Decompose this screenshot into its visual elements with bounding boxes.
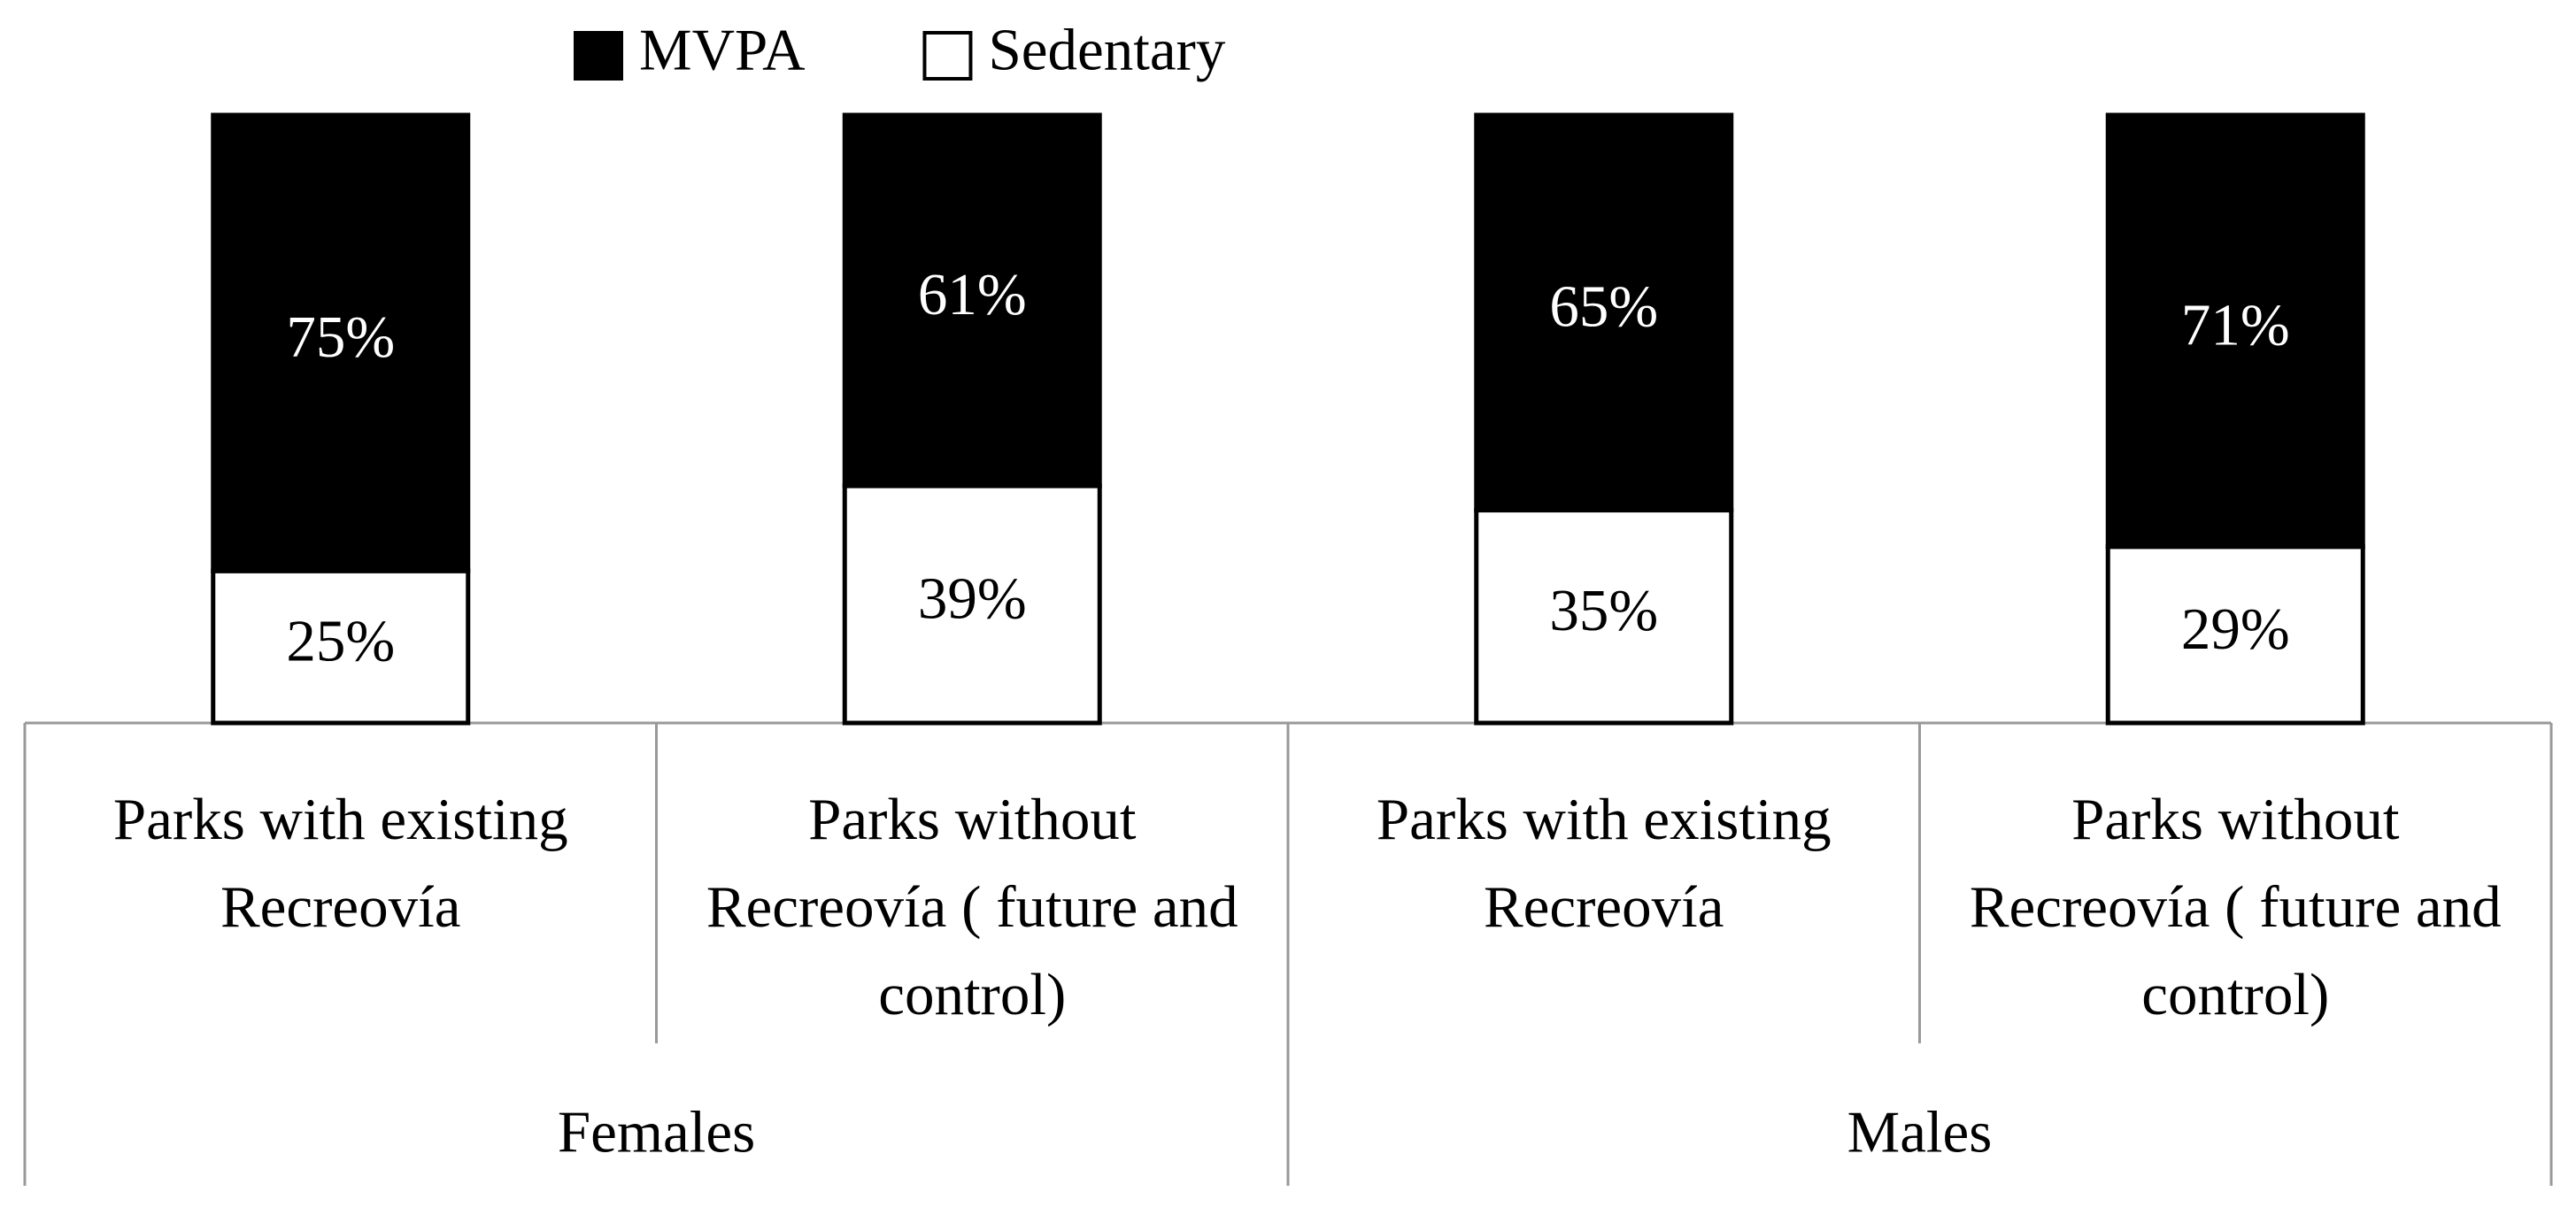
data-label: 75% <box>286 304 395 370</box>
bar-segment <box>1474 112 1734 513</box>
bar-segment <box>2105 544 2365 726</box>
bar-segment <box>842 483 1102 726</box>
data-label: 71% <box>2181 292 2290 358</box>
data-label: 39% <box>918 565 1027 631</box>
group-label: Males <box>1847 1099 1993 1165</box>
legend-label: Sedentary <box>988 17 1225 82</box>
x-tick-label: Parks without Recreovía ( future and con… <box>706 787 1238 1027</box>
data-label: 35% <box>1549 578 1658 643</box>
legend-swatch <box>574 31 623 81</box>
data-label: 25% <box>286 609 395 674</box>
x-tick-label: Parks with existing Recreovía <box>112 787 568 940</box>
x-tick-label: Parks with existing Recreovía <box>1376 787 1832 940</box>
x-tick-label: Parks without Recreovía ( future and con… <box>1969 787 2502 1027</box>
bar-segment <box>211 112 471 573</box>
bar-segment <box>211 568 471 726</box>
data-label: 65% <box>1549 274 1658 340</box>
data-label: 61% <box>918 262 1027 327</box>
group-label: Females <box>558 1099 755 1165</box>
data-label: 29% <box>2181 596 2290 662</box>
bar-segment <box>2105 112 2365 550</box>
bar-segment <box>842 112 1102 488</box>
legend-label: MVPA <box>639 17 805 82</box>
legend-swatch <box>922 31 973 81</box>
